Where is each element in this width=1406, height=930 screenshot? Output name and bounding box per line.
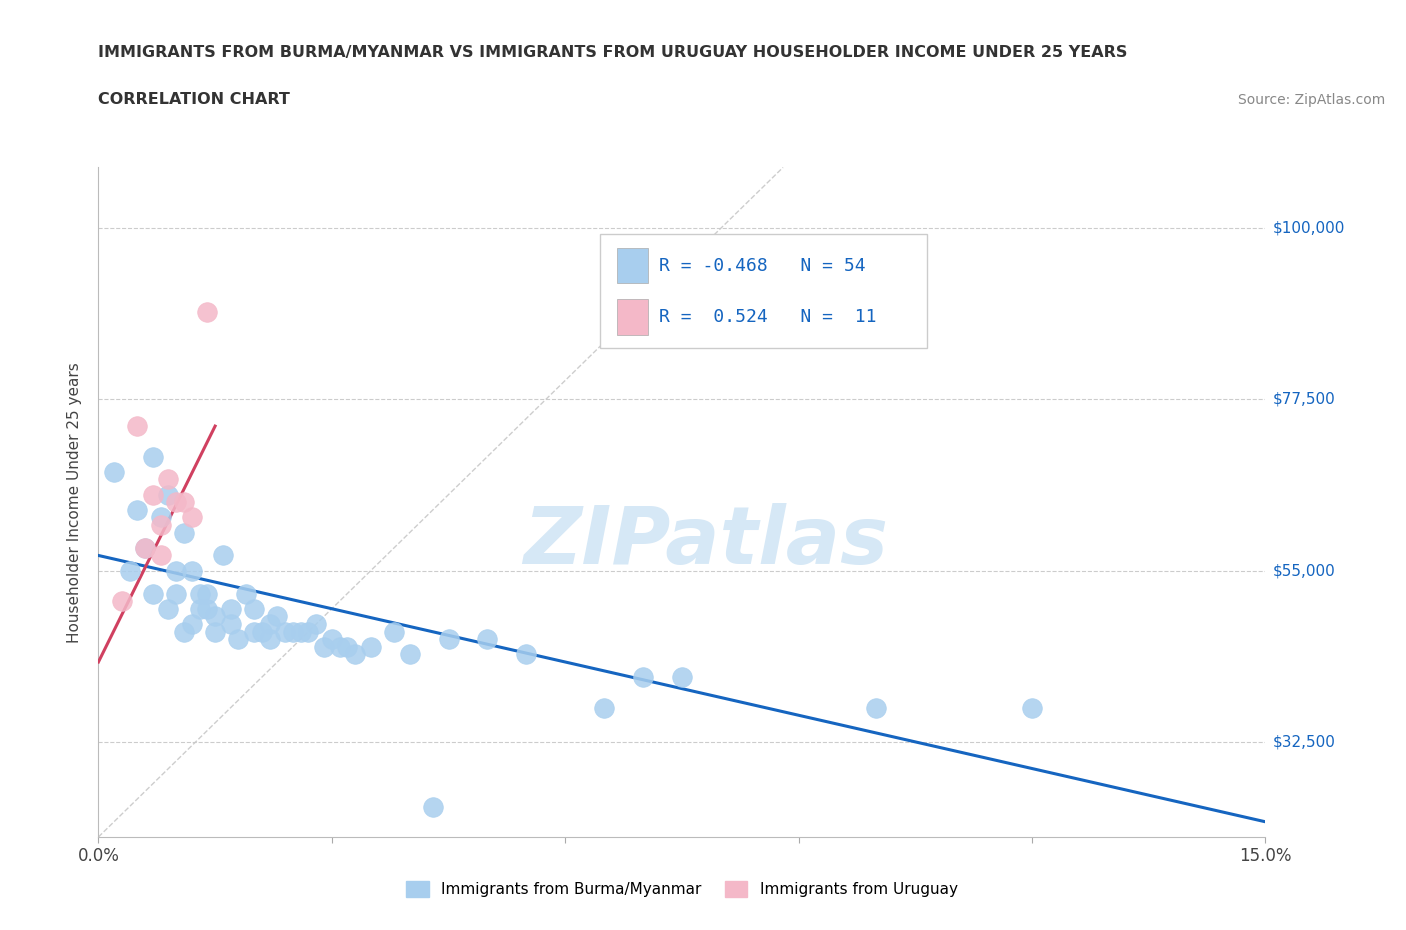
Point [142,586,165,601]
Point [515,647,537,662]
Point [274,624,297,639]
Point [593,700,616,715]
Text: CORRELATION CHART: CORRELATION CHART [98,92,290,107]
Point [297,624,319,639]
Point [142,449,165,464]
Text: $55,000: $55,000 [1272,564,1336,578]
Point [188,586,211,601]
Point [134,540,156,555]
Point [235,586,257,601]
Point [180,564,202,578]
Point [243,602,266,617]
Point [149,510,172,525]
Text: $32,500: $32,500 [1272,735,1336,750]
Point [212,548,235,563]
Point [173,525,195,540]
Point [204,609,226,624]
Point [437,631,460,646]
Point [243,624,266,639]
Point [228,631,250,646]
Text: R = -0.468   N = 54: R = -0.468 N = 54 [659,257,866,274]
Y-axis label: Householder Income Under 25 years: Householder Income Under 25 years [67,362,83,643]
Point [865,700,887,715]
Point [305,617,328,631]
Point [312,639,335,654]
Point [149,518,172,533]
Point [157,472,180,486]
Point [259,617,281,631]
Text: IMMIGRANTS FROM BURMA/MYANMAR VS IMMIGRANTS FROM URUGUAY HOUSEHOLDER INCOME UNDE: IMMIGRANTS FROM BURMA/MYANMAR VS IMMIGRA… [98,46,1128,60]
Point [111,593,134,608]
Point [477,631,499,646]
Point [321,631,343,646]
Text: ZIPatlas: ZIPatlas [523,503,887,581]
Point [127,502,149,517]
Point [195,304,218,319]
Point [204,624,226,639]
Point [336,639,359,654]
Point [180,510,202,525]
Point [134,540,156,555]
Point [290,624,312,639]
Point [149,548,172,563]
Point [422,799,444,814]
Point [250,624,273,639]
Point [165,586,187,601]
Point [195,602,218,617]
Point [631,670,654,684]
Point [195,586,218,601]
Text: Source: ZipAtlas.com: Source: ZipAtlas.com [1237,93,1385,107]
Point [266,609,288,624]
Point [165,495,187,510]
Point [259,631,281,646]
Point [157,487,180,502]
Point [188,602,211,617]
Text: $100,000: $100,000 [1272,220,1344,236]
Point [398,647,420,662]
Point [382,624,405,639]
Point [118,564,141,578]
Point [360,639,382,654]
Point [344,647,367,662]
Point [671,670,693,684]
Point [165,564,187,578]
Point [173,495,195,510]
Point [219,617,242,631]
Point [103,464,125,479]
Point [1021,700,1043,715]
Point [173,624,195,639]
Point [329,639,352,654]
Text: $77,500: $77,500 [1272,392,1336,407]
Text: R =  0.524   N =  11: R = 0.524 N = 11 [659,308,877,326]
Point [142,487,165,502]
Point [180,617,202,631]
Point [127,418,149,433]
Point [281,624,304,639]
Point [157,602,180,617]
Point [219,602,242,617]
Legend: Immigrants from Burma/Myanmar, Immigrants from Uruguay: Immigrants from Burma/Myanmar, Immigrant… [401,875,963,903]
